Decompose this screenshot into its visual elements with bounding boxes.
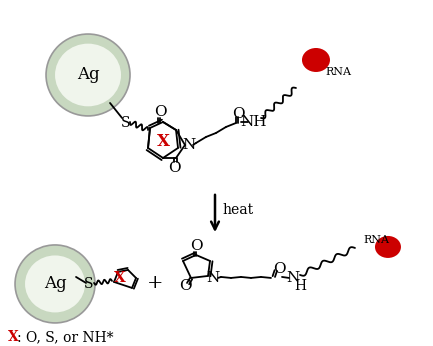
Text: N: N (207, 271, 220, 285)
Text: X: X (114, 271, 126, 285)
Text: O: O (190, 239, 202, 253)
Ellipse shape (25, 255, 85, 312)
Text: Ag: Ag (77, 66, 99, 83)
Text: NH: NH (241, 115, 267, 129)
Text: : O, S, or NH*: : O, S, or NH* (17, 330, 113, 344)
Text: S: S (121, 116, 131, 130)
Text: X: X (156, 134, 169, 151)
Text: O: O (232, 107, 244, 121)
Text: O: O (168, 161, 180, 175)
Ellipse shape (375, 236, 401, 258)
Text: RNA: RNA (363, 235, 389, 245)
Text: O: O (273, 262, 285, 276)
Ellipse shape (302, 48, 330, 72)
Text: X: X (8, 330, 19, 344)
Ellipse shape (55, 44, 121, 106)
Text: N: N (286, 271, 300, 285)
Text: heat: heat (222, 203, 253, 217)
Ellipse shape (15, 245, 95, 323)
Text: RNA: RNA (325, 67, 351, 77)
Text: O: O (179, 279, 191, 293)
Text: H: H (294, 279, 306, 293)
Text: O: O (154, 105, 166, 119)
Ellipse shape (46, 34, 130, 116)
Text: +: + (147, 274, 163, 292)
Text: S: S (84, 277, 94, 291)
Text: Ag: Ag (44, 275, 66, 292)
Text: N: N (182, 138, 196, 152)
